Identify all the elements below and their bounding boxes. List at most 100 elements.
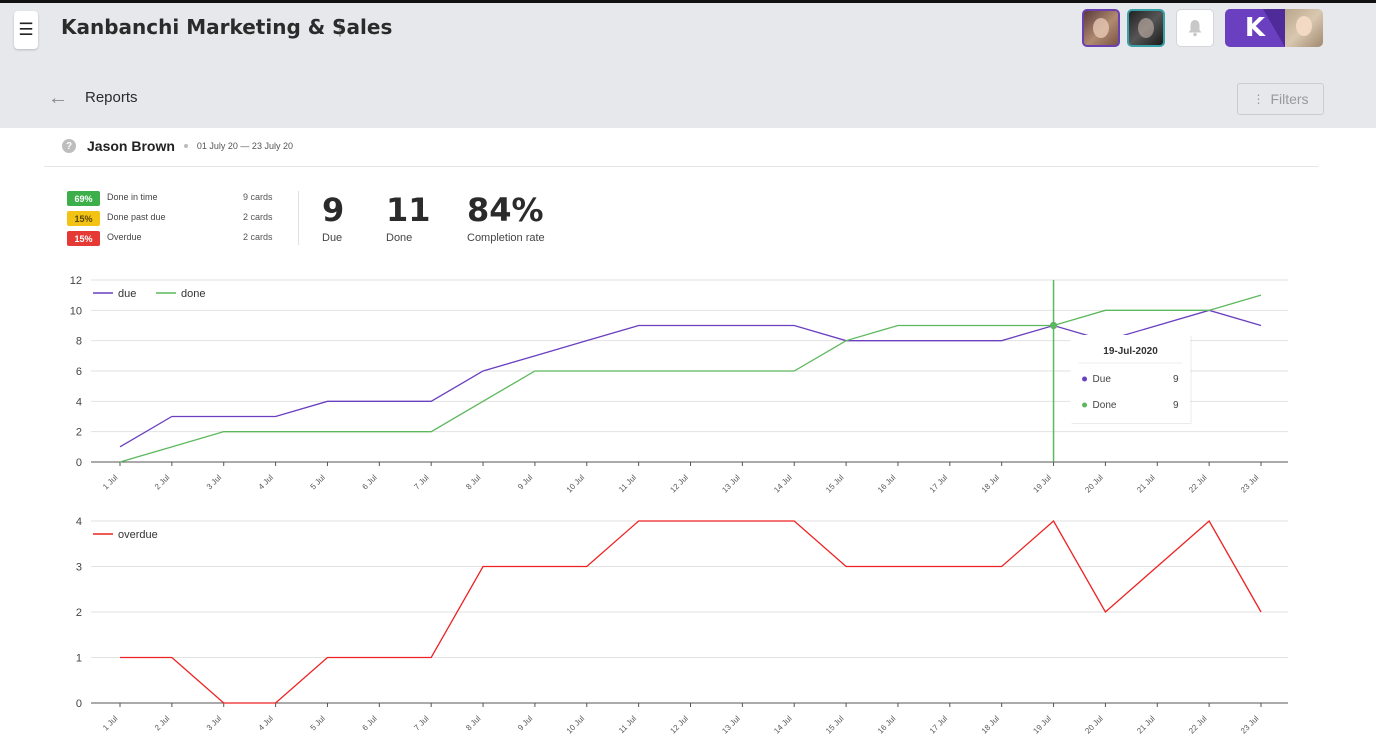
y-tick-label: 8: [76, 336, 82, 348]
breakdown-count: 9 cards: [243, 192, 273, 202]
x-tick-label: 3 Jul: [205, 473, 223, 491]
breakdown-label: Done in time: [107, 192, 158, 202]
stat-label: Completion rate: [467, 232, 545, 244]
x-tick-label: 3 Jul: [205, 714, 223, 732]
x-tick-label: 19 Jul: [1031, 473, 1053, 495]
x-tick-label: 4 Jul: [257, 473, 275, 491]
x-tick-label: 21 Jul: [1135, 714, 1157, 736]
stat-value: 84%: [467, 191, 544, 229]
x-tick-label: 1 Jul: [101, 714, 119, 732]
x-tick-label: 1 Jul: [101, 473, 119, 491]
vertical-divider: [298, 191, 299, 245]
x-tick-label: 23 Jul: [1239, 714, 1261, 736]
due-done-line-chart[interactable]: 0 2 4 6 8 10 12 1 Jul 2 Jul 3 Jul 4 Jul 5 Jul 6 Jul 7…: [0, 270, 1376, 500]
breakdown-label: Overdue: [107, 232, 142, 242]
x-tick-label: 20 Jul: [1083, 714, 1105, 736]
x-tick-label: 7 Jul: [412, 473, 430, 491]
y-tick-label: 0: [76, 698, 82, 710]
stat-value: 11: [386, 191, 431, 229]
x-tick-label: 4 Jul: [257, 714, 275, 732]
y-tick-label: 4: [76, 516, 82, 528]
user-avatar[interactable]: [1285, 9, 1323, 47]
tooltip-row-label: Done: [1093, 400, 1117, 411]
x-tick-label: 14 Jul: [772, 714, 794, 736]
x-tick-label: 22 Jul: [1187, 473, 1209, 495]
x-tick-label: 10 Jul: [565, 714, 587, 736]
x-tick-label: 6 Jul: [360, 714, 378, 732]
x-tick-label: 7 Jul: [412, 714, 430, 732]
y-tick-label: 2: [76, 607, 82, 619]
y-tick-label: 4: [76, 396, 82, 408]
x-tick-label: 9 Jul: [516, 473, 534, 491]
tooltip-box: [1070, 335, 1191, 423]
breakdown-row: 15% Overdue 2 cards: [67, 230, 277, 246]
page-title: Reports: [85, 89, 138, 106]
tooltip-row-value: 9: [1173, 374, 1179, 385]
x-tick-label: 11 Jul: [617, 714, 638, 735]
x-tick-label: 16 Jul: [876, 473, 898, 495]
divider: [44, 166, 1318, 167]
y-tick-label: 10: [70, 305, 82, 317]
member-avatar[interactable]: [1082, 9, 1120, 47]
separator-dot: [183, 144, 188, 148]
tooltip-title: 19-Jul-2020: [1103, 346, 1158, 357]
legend-label: done: [181, 288, 205, 300]
y-tick-label: 2: [76, 427, 82, 439]
filters-button[interactable]: ⋮ Filters: [1237, 83, 1324, 115]
breakdown-count: 2 cards: [243, 212, 273, 222]
stat-done: 11 Done: [386, 191, 431, 244]
legend-label: overdue: [118, 529, 158, 541]
stat-value: 9: [322, 191, 345, 229]
x-tick-label: 17 Jul: [928, 714, 950, 736]
overdue-line-chart[interactable]: 0 1 2 3 4 1 Jul 2 Jul 3 Jul 4 Jul 5 Jul 6 Jul 7 Jul…: [0, 508, 1376, 740]
filter-dots-icon: ⋮: [1252, 92, 1265, 106]
series-line-overdue: [120, 519, 1262, 704]
logo-letter: K: [1244, 13, 1266, 43]
tooltip-dot: [1082, 402, 1088, 408]
x-tick-label: 2 Jul: [153, 714, 171, 732]
x-tick-label: 12 Jul: [668, 473, 690, 495]
x-tick-label: 10 Jul: [565, 473, 587, 495]
stat-due: 9 Due: [322, 191, 344, 244]
report-user-row: ? Jason Brown 01 July 20 — 23 July 20: [62, 137, 293, 155]
app-header: ☰ Kanbanchi Marketing & Sales ⋮ K ← Repo…: [0, 3, 1376, 128]
board-menu-icon[interactable]: ⋮: [331, 19, 349, 39]
x-tick-label: 22 Jul: [1187, 714, 1209, 736]
x-tick-label: 19 Jul: [1031, 714, 1053, 736]
y-tick-label: 12: [70, 275, 82, 287]
y-tick-label: 1: [76, 653, 82, 665]
y-tick-label: 3: [76, 562, 82, 574]
x-tick-label: 15 Jul: [824, 714, 846, 736]
legend-label: due: [118, 288, 136, 300]
x-tick-label: 13 Jul: [720, 473, 742, 495]
notifications-bell-icon[interactable]: [1176, 9, 1214, 47]
stat-label: Due: [322, 232, 343, 244]
x-tick-label: 5 Jul: [309, 473, 327, 491]
breakdown-count: 2 cards: [243, 232, 273, 242]
x-tick-label: 21 Jul: [1135, 473, 1157, 495]
filters-label: Filters: [1270, 91, 1309, 107]
y-tick-label: 6: [76, 366, 82, 378]
x-tick-label: 13 Jul: [720, 714, 742, 736]
date-range: 01 July 20 — 23 July 20: [196, 141, 293, 151]
y-tick-label: 0: [76, 457, 82, 469]
kanbanchi-logo[interactable]: K: [1225, 9, 1285, 47]
series-line-due: [119, 309, 1262, 448]
x-tick-label: 14 Jul: [772, 473, 794, 495]
board-title[interactable]: Kanbanchi Marketing & Sales: [61, 15, 393, 39]
breakdown-row: 15% Done past due 2 cards: [67, 210, 277, 226]
x-tick-label: 18 Jul: [980, 714, 1002, 736]
x-tick-label: 6 Jul: [360, 473, 378, 491]
member-avatar[interactable]: [1127, 9, 1165, 47]
hamburger-icon[interactable]: ☰: [14, 11, 38, 49]
x-tick-label: 5 Jul: [309, 714, 327, 732]
hover-point: [1050, 322, 1058, 329]
tooltip-row-value: 9: [1173, 400, 1179, 411]
help-icon[interactable]: ?: [62, 139, 76, 153]
x-tick-label: 16 Jul: [876, 714, 898, 736]
back-arrow-icon[interactable]: ←: [48, 87, 68, 109]
breakdown-label: Done past due: [107, 212, 166, 222]
x-tick-label: 23 Jul: [1239, 473, 1261, 495]
x-tick-label: 17 Jul: [928, 473, 950, 495]
percent-badge: 15%: [67, 231, 100, 246]
